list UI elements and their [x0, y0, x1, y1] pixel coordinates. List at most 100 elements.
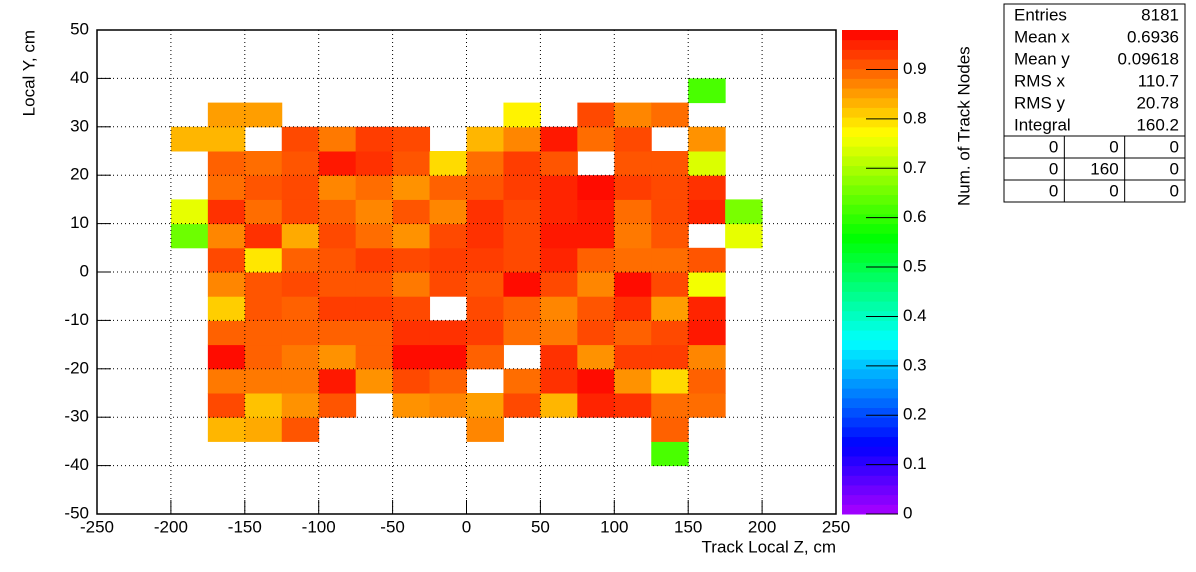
cell: [281, 272, 320, 297]
color-bar-band: [842, 59, 898, 70]
stats-label: Entries: [1014, 5, 1067, 24]
cell: [503, 247, 541, 273]
cell: [503, 151, 541, 176]
cell: [577, 175, 615, 200]
cell: [429, 199, 467, 225]
cell: [614, 223, 652, 249]
cell: [355, 272, 394, 297]
cell: [281, 393, 320, 418]
stats-cell: 0: [1049, 181, 1058, 200]
cell: [540, 199, 578, 225]
stats-cell: 0: [1049, 159, 1058, 178]
cell: [577, 393, 615, 418]
cell: [614, 199, 652, 225]
z-tick-label: 0.9: [903, 59, 927, 78]
cell: [318, 151, 357, 176]
color-bar-band: [842, 426, 898, 438]
cell: [688, 247, 726, 273]
cell: [614, 175, 652, 200]
cell: [207, 296, 246, 321]
x-tick-label: 0: [462, 517, 471, 536]
cell: [577, 272, 615, 297]
cell: [651, 199, 689, 225]
cell: [503, 272, 541, 297]
cell: [207, 247, 246, 273]
x-tick-label: -150: [228, 517, 262, 536]
y-tick-label: -30: [64, 407, 89, 426]
cell: [503, 102, 541, 128]
color-bar-band: [842, 107, 898, 118]
cell: [392, 223, 431, 249]
cell: [244, 393, 283, 418]
cell: [688, 393, 726, 418]
color-bar-band: [842, 446, 898, 457]
cell: [318, 344, 357, 370]
cell: [651, 417, 689, 442]
cell: [281, 199, 320, 225]
cell: [688, 199, 726, 225]
color-bar-band: [842, 417, 898, 428]
cell: [281, 126, 320, 152]
cell: [281, 417, 320, 442]
y-tick-label: 10: [70, 213, 89, 232]
y-tick-label: 50: [70, 19, 89, 38]
cell: [688, 126, 726, 152]
cell: [207, 393, 246, 418]
color-bar-band: [842, 359, 898, 370]
color-bar-band: [842, 320, 898, 331]
cell: [651, 393, 689, 418]
color-bar-band: [842, 407, 898, 418]
color-bar-band: [842, 475, 898, 486]
cell: [170, 199, 209, 225]
cell: [614, 393, 652, 418]
x-tick-label: 150: [674, 517, 702, 536]
stats-cell: 0: [1109, 137, 1118, 156]
color-bar-band: [842, 175, 898, 186]
cell: [429, 223, 467, 249]
cell: [355, 126, 394, 152]
z-tick-label: 0.7: [903, 158, 927, 177]
cell: [392, 296, 431, 321]
color-bar-band: [842, 204, 898, 215]
cell: [244, 223, 283, 249]
cell: [651, 272, 689, 297]
cell: [688, 368, 726, 394]
y-tick-label: 30: [70, 116, 89, 135]
cell: [614, 102, 652, 128]
cell: [429, 247, 467, 273]
color-bar-band: [842, 281, 898, 292]
stats-value: 0.6936: [1127, 27, 1179, 46]
cell: [355, 320, 394, 346]
cell: [244, 102, 283, 128]
cell: [392, 151, 431, 176]
cell: [429, 175, 467, 200]
cell: [503, 175, 541, 200]
cell: [207, 417, 246, 442]
cell: [429, 368, 467, 394]
y-tick-label: -10: [64, 310, 89, 329]
color-bar-band: [842, 272, 898, 283]
color-bar-band: [842, 223, 898, 234]
cell: [355, 151, 394, 176]
cell: [614, 247, 652, 273]
color-bar-band: [842, 88, 898, 99]
cell: [281, 151, 320, 176]
cell: [688, 296, 726, 321]
cell: [651, 175, 689, 200]
stats-box: [1003, 3, 1186, 203]
y-tick-label: 40: [70, 68, 89, 87]
z-tick-label: 0.3: [903, 355, 927, 374]
cell: [577, 126, 615, 152]
color-bar-band: [842, 494, 898, 505]
cell: [577, 102, 615, 128]
color-bar-band: [842, 155, 898, 167]
stats-value: 20.78: [1136, 93, 1179, 112]
color-bar-band: [842, 301, 898, 312]
cell: [207, 223, 246, 249]
cell: [503, 393, 541, 418]
cell: [688, 78, 726, 104]
cell: [281, 368, 320, 394]
color-bar-band: [842, 30, 898, 41]
cell: [429, 344, 467, 370]
stats-value: 110.7: [1138, 71, 1179, 90]
